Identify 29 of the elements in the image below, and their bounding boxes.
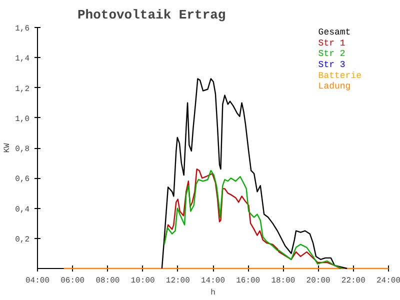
x-tick-label: 16:00	[236, 276, 260, 286]
y-tick-label: 1,0	[15, 114, 30, 124]
chart-title: Photovoltaik Ertrag	[78, 8, 226, 22]
y-tick-label: 0,2	[15, 235, 30, 244]
y-tick-label: 0,8	[15, 145, 30, 154]
x-tick-label: 20:00	[306, 276, 330, 286]
y-tick-label: 1,4	[15, 54, 30, 64]
x-tick-label: 10:00	[130, 276, 155, 286]
y-axis-title: KW	[3, 143, 12, 153]
x-tick-label: 06:00	[60, 276, 85, 286]
x-tick-label: 18:00	[271, 276, 296, 286]
text: Str 1	[318, 38, 346, 48]
text: Gesamt	[318, 28, 351, 38]
text: Str 2	[318, 49, 346, 60]
legend-label: Batterie	[318, 70, 362, 81]
y-tick-label: 1,2	[15, 84, 30, 94]
x-axis-title: h	[210, 288, 216, 298]
y-tick-label: 0,6	[15, 175, 30, 184]
x-tick-label: 24:00	[376, 276, 400, 286]
x-tick-label: 22:00	[341, 276, 366, 286]
legend-label: Str 3	[318, 60, 346, 70]
x-tick-label: 04:00	[26, 276, 50, 286]
x-tick-label: 08:00	[96, 276, 120, 286]
y-tick-label: 0,4	[15, 205, 30, 214]
x-tick-label: 14:00	[201, 276, 226, 286]
line-series	[161, 78, 348, 270]
x-tick-label: 12:00	[166, 276, 190, 286]
y-tick-label: 1,6	[15, 24, 30, 34]
text: Ladung	[318, 82, 351, 92]
